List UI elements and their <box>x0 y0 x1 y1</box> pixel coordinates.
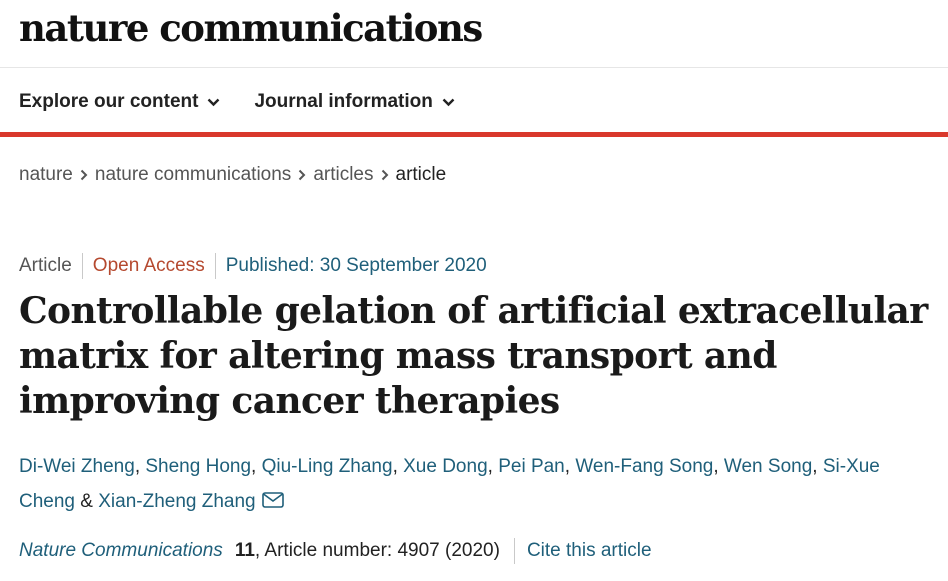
published-date: Published: 30 September 2020 <box>225 255 487 276</box>
article-meta: Article Open Access Published: 30 Septem… <box>19 253 487 279</box>
chevron-right-icon <box>80 169 88 181</box>
author-separator: , <box>392 456 404 477</box>
citation-divider <box>513 538 515 564</box>
author-separator: , <box>134 456 146 477</box>
author-list: Di-Wei Zheng, Sheng Hong, Qiu-Ling Zhang… <box>19 449 919 520</box>
breadcrumb: nature nature communications articles ar… <box>19 164 446 186</box>
author-link[interactable]: Wen-Fang Song <box>575 456 714 477</box>
breadcrumb-nature[interactable]: nature <box>19 164 73 185</box>
nav-journal-information-label: Journal information <box>254 91 433 112</box>
nav-explore-content-label: Explore our content <box>19 91 199 112</box>
author-separator: , <box>251 456 262 477</box>
nav-journal-information[interactable]: Journal information <box>254 91 455 113</box>
article-type: Article <box>19 255 72 276</box>
breadcrumb-articles[interactable]: articles <box>313 164 374 185</box>
author-separator: , <box>812 456 823 477</box>
site-logo[interactable]: nature communications <box>19 6 483 50</box>
citation-line: Nature Communications 11 , Article numbe… <box>19 538 652 564</box>
author-link[interactable]: Si-Xue Cheng <box>19 456 880 512</box>
chevron-right-icon <box>381 169 389 181</box>
author-and: & <box>75 491 99 512</box>
header-divider <box>0 67 948 68</box>
volume-number: 11 <box>234 540 255 561</box>
author-link[interactable]: Xue Dong <box>403 456 488 477</box>
chevron-down-icon <box>208 98 220 106</box>
article-title: Controllable gelation of artificial extr… <box>19 290 928 422</box>
nav-explore-content[interactable]: Explore our content <box>19 91 220 113</box>
meta-divider <box>81 253 83 279</box>
author-link[interactable]: Di-Wei Zheng <box>19 456 135 477</box>
breadcrumb-nature-communications[interactable]: nature communications <box>94 164 292 185</box>
chevron-right-icon <box>298 169 306 181</box>
breadcrumb-current: article <box>395 164 447 185</box>
main-nav: Explore our content Journal information <box>19 87 455 117</box>
cite-this-article-link[interactable]: Cite this article <box>526 540 652 561</box>
author-separator: , <box>564 456 576 477</box>
meta-divider <box>214 253 216 279</box>
chevron-down-icon <box>442 98 455 106</box>
author-link[interactable]: Sheng Hong <box>145 456 252 477</box>
author-link[interactable]: Pei Pan <box>498 456 565 477</box>
author-link[interactable]: Wen Song <box>723 456 813 477</box>
author-separator: , <box>713 456 724 477</box>
mail-icon[interactable] <box>261 485 284 520</box>
article-number: , Article number: 4907 (2020) <box>254 540 500 561</box>
author-link[interactable]: Qiu-Ling Zhang <box>261 456 393 477</box>
author-link-corresponding[interactable]: Xian-Zheng Zhang <box>98 491 256 512</box>
journal-name[interactable]: Nature Communications <box>19 540 223 561</box>
header-accent-bar <box>0 132 948 137</box>
author-separator: , <box>487 456 499 477</box>
open-access-badge: Open Access <box>92 255 205 276</box>
